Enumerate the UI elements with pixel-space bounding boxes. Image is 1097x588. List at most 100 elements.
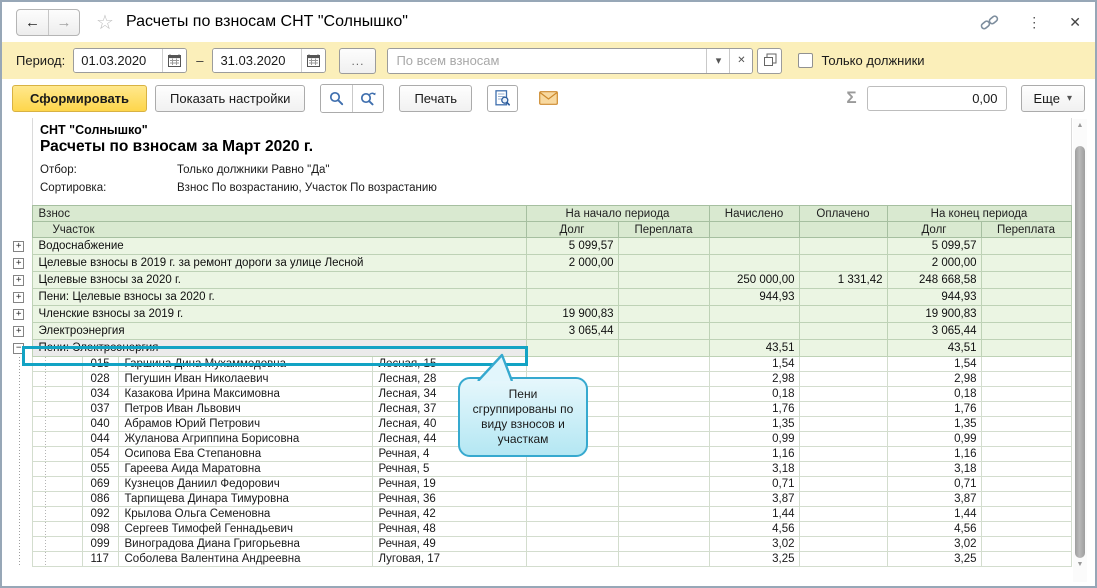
amount-cell[interactable]: 0,99	[708, 431, 800, 447]
amount-cell[interactable]	[525, 551, 619, 567]
group-row[interactable]: + Членские взносы за 2019 г. 19 900,83 19 9…	[6, 305, 1072, 323]
group-row[interactable]: + Пени: Целевые взносы за 2020 г. 944,93 94…	[6, 288, 1072, 306]
amount-cell[interactable]: 4,56	[708, 521, 800, 537]
amount-cell[interactable]: 2 000,00	[525, 254, 619, 272]
plot-address-cell[interactable]: Речная, 48	[371, 521, 527, 537]
plot-address-cell[interactable]: Луговая, 17	[371, 551, 527, 567]
amount-cell[interactable]: 1,54	[708, 356, 800, 372]
amount-cell[interactable]: 1,35	[886, 416, 982, 432]
amount-cell[interactable]	[708, 237, 800, 255]
scroll-down-icon[interactable]: ▼	[1076, 560, 1084, 568]
amount-cell[interactable]	[617, 305, 710, 323]
amount-cell[interactable]	[980, 356, 1072, 372]
amount-cell[interactable]: 1,44	[886, 506, 982, 522]
amount-cell[interactable]: 19 900,83	[525, 305, 619, 323]
amount-cell[interactable]	[708, 254, 800, 272]
scrollbar-thumb[interactable]	[1075, 146, 1085, 558]
detail-row[interactable]: 069 Кузнецов Даниил Федорович Речная, 19 0,…	[6, 476, 1072, 492]
amount-cell[interactable]: 1,44	[708, 506, 800, 522]
col-header-plot[interactable]: Участок	[31, 221, 527, 238]
search-button[interactable]	[321, 84, 353, 112]
plot-address-cell[interactable]: Речная, 36	[371, 491, 527, 507]
amount-cell[interactable]	[980, 521, 1072, 537]
plot-number-cell[interactable]: 044	[81, 431, 119, 447]
plot-number-cell[interactable]: 054	[81, 446, 119, 462]
amount-cell[interactable]	[617, 551, 710, 567]
expand-icon[interactable]: +	[13, 325, 25, 337]
amount-cell[interactable]	[617, 237, 710, 255]
amount-cell[interactable]	[617, 491, 710, 507]
amount-cell[interactable]: 2,98	[886, 371, 982, 387]
amount-cell[interactable]: 1,16	[708, 446, 800, 462]
group-name-cell[interactable]: Водоснабжение	[31, 237, 527, 255]
group-row[interactable]: + Целевые взносы за 2020 г. 250 000,00 1 33…	[6, 271, 1072, 289]
group-row[interactable]: − Пени: Электроэнергия 43,51 43,51	[6, 339, 1072, 357]
date-from-input[interactable]	[74, 49, 163, 72]
detail-row[interactable]: 054 Осипова Ева Степановна Речная, 4 1,16 1,…	[6, 446, 1072, 462]
amount-cell[interactable]	[980, 271, 1072, 289]
expand-icon[interactable]: +	[13, 308, 25, 320]
amount-cell[interactable]: 19 900,83	[886, 305, 982, 323]
amount-cell[interactable]	[980, 254, 1072, 272]
amount-cell[interactable]: 0,18	[708, 386, 800, 402]
expand-icon[interactable]: +	[13, 240, 25, 252]
amount-cell[interactable]: 0,99	[886, 431, 982, 447]
amount-cell[interactable]	[980, 461, 1072, 477]
amount-cell[interactable]	[798, 506, 888, 522]
amount-cell[interactable]	[525, 536, 619, 552]
amount-cell[interactable]	[525, 356, 619, 372]
amount-cell[interactable]	[708, 305, 800, 323]
amount-cell[interactable]	[617, 506, 710, 522]
amount-cell[interactable]	[980, 491, 1072, 507]
amount-cell[interactable]: 3,25	[708, 551, 800, 567]
col-header-period-start[interactable]: На начало периода	[525, 205, 710, 222]
amount-cell[interactable]	[798, 551, 888, 567]
amount-cell[interactable]	[980, 339, 1072, 357]
amount-cell[interactable]: 1,76	[886, 401, 982, 417]
expand-icon[interactable]: +	[13, 291, 25, 303]
owner-name-cell[interactable]: Гареева Аида Маратовна	[117, 461, 373, 477]
amount-cell[interactable]: 1,35	[708, 416, 800, 432]
generate-button[interactable]: Сформировать	[12, 84, 148, 112]
amount-cell[interactable]	[798, 254, 888, 272]
amount-cell[interactable]	[617, 521, 710, 537]
group-row[interactable]: + Электроэнергия 3 065,44 3 065,44	[6, 322, 1072, 340]
group-row[interactable]: + Целевые взносы в 2019 г. за ремонт доро…	[6, 254, 1072, 272]
more-menu-icon[interactable]: ⋮	[1027, 13, 1042, 30]
amount-cell[interactable]	[798, 491, 888, 507]
owner-name-cell[interactable]: Сергеев Тимофей Геннадьевич	[117, 521, 373, 537]
amount-cell[interactable]: 43,51	[708, 339, 800, 357]
plot-address-cell[interactable]: Речная, 19	[371, 476, 527, 492]
amount-cell[interactable]: 944,93	[886, 288, 982, 306]
plot-number-cell[interactable]: 099	[81, 536, 119, 552]
print-button[interactable]: Печать	[399, 84, 473, 112]
amount-cell[interactable]: 944,93	[708, 288, 800, 306]
group-name-cell[interactable]: Целевые взносы в 2019 г. за ремонт дорог…	[31, 254, 527, 272]
amount-cell[interactable]	[708, 322, 800, 340]
amount-cell[interactable]: 5 099,57	[886, 237, 982, 255]
amount-cell[interactable]	[617, 431, 710, 447]
detail-row[interactable]: 044 Жуланова Агриппина Борисовна Лесная, 4…	[6, 431, 1072, 447]
vertical-scrollbar[interactable]: ▲ ▼	[1073, 119, 1087, 582]
choose-from-list-button[interactable]	[757, 47, 783, 74]
amount-cell[interactable]: 3,02	[886, 536, 982, 552]
amount-cell[interactable]: 3 065,44	[886, 322, 982, 340]
amount-cell[interactable]	[980, 551, 1072, 567]
sum-input[interactable]	[866, 85, 1007, 111]
amount-cell[interactable]: 3,87	[886, 491, 982, 507]
owner-name-cell[interactable]: Гаршина Дина Мухаммедовна	[117, 356, 373, 372]
owner-name-cell[interactable]: Тарпищева Динара Тимуровна	[117, 491, 373, 507]
favorite-star-icon[interactable]: ☆	[96, 11, 114, 34]
amount-cell[interactable]	[980, 506, 1072, 522]
plot-number-cell[interactable]: 069	[81, 476, 119, 492]
group-name-cell[interactable]: Пени: Целевые взносы за 2020 г.	[31, 288, 527, 306]
amount-cell[interactable]	[798, 476, 888, 492]
amount-cell[interactable]	[617, 288, 710, 306]
amount-cell[interactable]: 3 065,44	[525, 322, 619, 340]
amount-cell[interactable]	[617, 476, 710, 492]
col-header-period-end[interactable]: На конец периода	[886, 205, 1072, 222]
amount-cell[interactable]	[798, 288, 888, 306]
owner-name-cell[interactable]: Соболева Валентина Андреевна	[117, 551, 373, 567]
amount-cell[interactable]	[617, 254, 710, 272]
amount-cell[interactable]	[525, 476, 619, 492]
